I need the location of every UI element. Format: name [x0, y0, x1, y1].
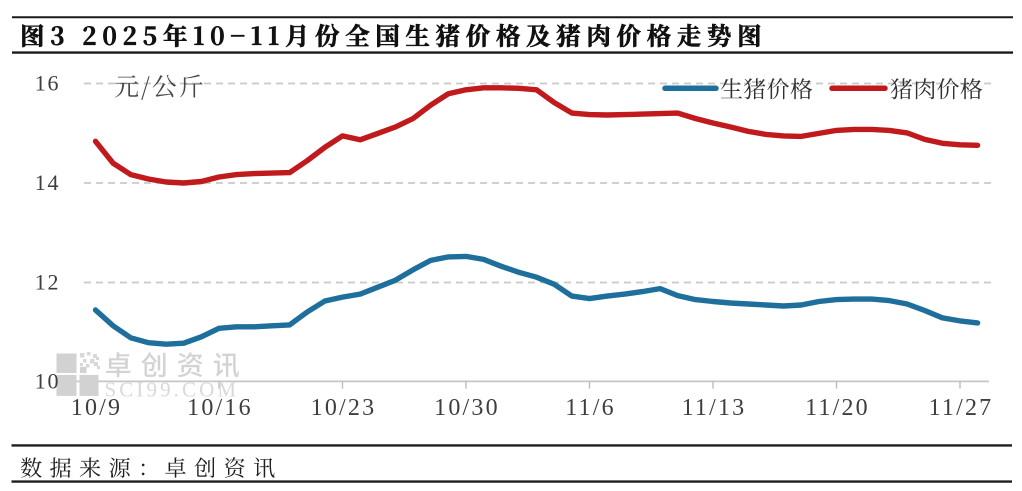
- svg-text:11/6: 11/6: [565, 395, 616, 421]
- svg-text:SCI99.COM: SCI99.COM: [105, 378, 240, 402]
- svg-text:10/23: 10/23: [311, 395, 377, 421]
- svg-text:11/13: 11/13: [682, 395, 747, 421]
- svg-text:11/27: 11/27: [929, 395, 994, 421]
- svg-text:10/16: 10/16: [187, 395, 253, 421]
- svg-text:16: 16: [35, 71, 61, 96]
- svg-text:10: 10: [35, 369, 61, 394]
- svg-text:14: 14: [35, 170, 61, 195]
- svg-text:12: 12: [35, 269, 61, 294]
- svg-text:10/30: 10/30: [434, 395, 500, 421]
- svg-text:10/9: 10/9: [71, 395, 122, 421]
- svg-text:11/20: 11/20: [805, 395, 870, 421]
